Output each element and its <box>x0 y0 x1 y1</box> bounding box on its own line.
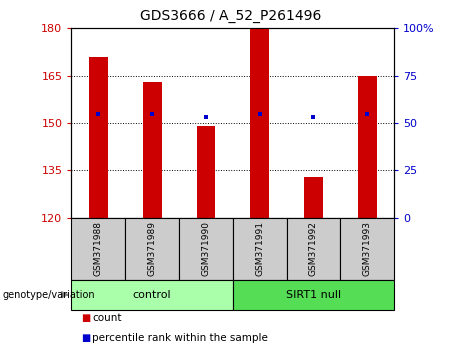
Text: genotype/variation: genotype/variation <box>2 290 95 300</box>
Text: control: control <box>133 290 171 300</box>
Text: GSM371992: GSM371992 <box>309 221 318 276</box>
Text: GSM371993: GSM371993 <box>363 221 372 276</box>
Bar <box>304 177 323 218</box>
Text: GSM371991: GSM371991 <box>255 221 264 276</box>
Text: GSM371989: GSM371989 <box>148 221 157 276</box>
Text: percentile rank within the sample: percentile rank within the sample <box>92 333 268 343</box>
Text: SIRT1 null: SIRT1 null <box>286 290 341 300</box>
Text: GSM371988: GSM371988 <box>94 221 103 276</box>
Bar <box>250 28 269 218</box>
Text: ■: ■ <box>81 313 90 323</box>
Text: GSM371990: GSM371990 <box>201 221 210 276</box>
Text: GDS3666 / A_52_P261496: GDS3666 / A_52_P261496 <box>140 9 321 23</box>
Bar <box>196 126 215 218</box>
Bar <box>143 82 161 218</box>
Text: ■: ■ <box>81 333 90 343</box>
Text: count: count <box>92 313 122 323</box>
Bar <box>358 76 377 218</box>
Bar <box>89 57 108 218</box>
